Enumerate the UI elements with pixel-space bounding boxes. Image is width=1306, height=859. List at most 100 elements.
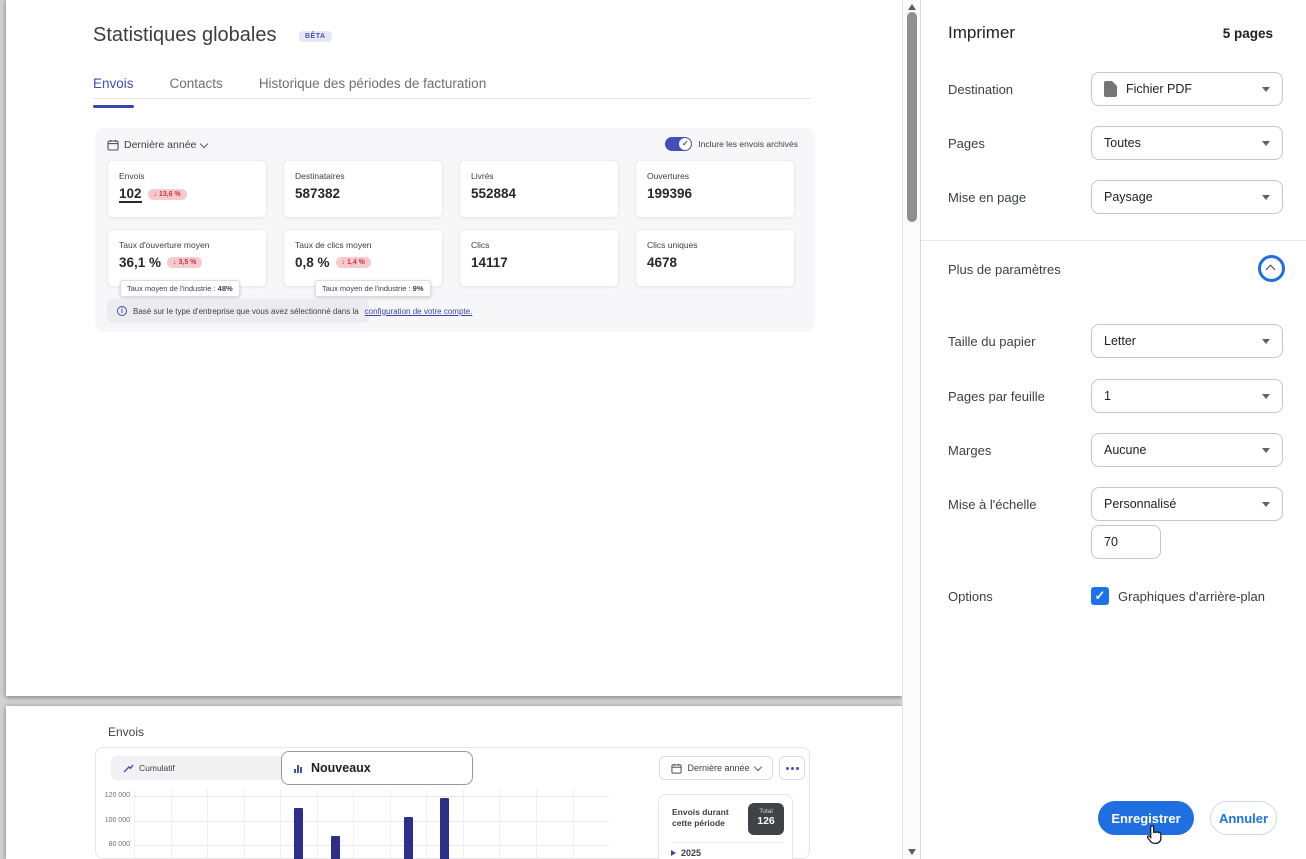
stat-label: Envois — [119, 171, 145, 181]
period-selector-label: Dernière année — [124, 139, 197, 151]
margins-label: Marges — [948, 443, 992, 458]
stat-value: 0,8 % — [295, 255, 330, 270]
pdf-file-icon — [1104, 81, 1117, 97]
gridline — [389, 789, 391, 859]
chart-bar[interactable] — [293, 808, 303, 859]
scale-value-input[interactable] — [1091, 525, 1161, 559]
layout-label: Mise en page — [948, 190, 1027, 205]
year-group-2025[interactable]: 2025 — [671, 848, 701, 858]
tab-envois[interactable]: Envois — [93, 76, 134, 108]
preview-page-2: Envois Nouveaux Cumulatif Dernière année — [6, 706, 902, 859]
mouse-cursor-icon — [1146, 825, 1162, 844]
stat-value: 199396 — [647, 186, 693, 201]
account-config-link[interactable]: configuration de votre compte. — [364, 306, 473, 316]
stat-label: Taux d'ouverture moyen — [119, 240, 210, 250]
line-chart-icon — [123, 764, 134, 772]
save-button[interactable]: Enregistrer — [1098, 801, 1194, 835]
dropdown-caret-icon — [1262, 393, 1270, 399]
stat-card-destinataires: Destinataires 587382 — [283, 160, 443, 218]
gridline — [499, 789, 501, 859]
margins-select[interactable]: Aucune — [1091, 433, 1283, 467]
chart-bar[interactable] — [440, 798, 450, 859]
y-tick-label: 120 000 — [104, 792, 130, 799]
industry-tooltip-ouverture: Taux moyen de l'industrie : 48% — [120, 280, 240, 297]
scale-label: Mise à l'échelle — [948, 497, 1037, 512]
stat-card-taux-clics: Taux de clics moyen 0,8 % ↓ 1,4 % — [283, 229, 443, 287]
scrollbar-thumb[interactable] — [907, 12, 917, 222]
summary-title: Envois durant cette période — [672, 807, 729, 829]
pages-per-sheet-select[interactable]: 1 — [1091, 379, 1283, 413]
info-icon: i — [117, 306, 127, 316]
layout-select[interactable]: Paysage — [1091, 180, 1283, 214]
gridline — [316, 789, 318, 859]
collapse-settings-button[interactable] — [1258, 255, 1285, 282]
delta-badge: ↓ 13,6 % — [147, 189, 187, 200]
period-selector[interactable]: Dernière année — [107, 136, 209, 154]
destination-label: Destination — [948, 82, 1014, 97]
stat-label: Clics — [471, 240, 490, 250]
total-badge: Total 126 — [748, 803, 784, 835]
archived-toggle[interactable]: ✓ — [665, 137, 693, 151]
pages-count: 5 pages — [1222, 25, 1273, 41]
more-options-button[interactable] — [779, 756, 805, 780]
chart-view-toggle: Nouveaux Cumulatif — [111, 751, 473, 785]
note-text: Basé sur le type d'entreprise que vous a… — [133, 306, 359, 316]
preview-page-1: Statistiques globales BÊTA Envois Contac… — [6, 0, 902, 696]
stat-label: Destinataires — [295, 171, 345, 181]
calendar-icon — [671, 763, 683, 774]
account-config-note: i Basé sur le type d'entreprise que vous… — [107, 299, 472, 323]
preview-scrollbar[interactable] — [902, 0, 920, 859]
chart-bar[interactable] — [403, 816, 413, 859]
background-graphics-checkbox[interactable]: ✓ — [1091, 587, 1109, 605]
scroll-down-arrow-icon[interactable] — [908, 849, 916, 855]
stats-panel: Dernière année ✓ Inclure les envois arch… — [95, 128, 815, 332]
options-label: Options — [948, 589, 993, 604]
archived-toggle-row: ✓ Inclure les envois archivés — [665, 137, 798, 151]
scroll-up-arrow-icon[interactable] — [908, 4, 916, 10]
tab-historique[interactable]: Historique des périodes de facturation — [258, 76, 487, 91]
tab-bar: Envois Contacts Historique des périodes … — [93, 76, 811, 108]
bar-chart-icon — [294, 764, 302, 773]
chart-period-selector[interactable]: Dernière année — [659, 756, 773, 780]
chevron-down-icon — [753, 762, 762, 771]
background-graphics-label: Graphiques d'arrière-plan — [1118, 589, 1266, 604]
tab-contacts[interactable]: Contacts — [169, 76, 223, 91]
gridline — [353, 789, 355, 859]
chevron-up-icon — [1265, 264, 1276, 275]
destination-select[interactable]: Fichier PDF — [1091, 72, 1283, 106]
chart-bar[interactable] — [330, 836, 340, 859]
print-preview-area: Statistiques globales BÊTA Envois Contac… — [6, 0, 902, 859]
cancel-button[interactable]: Annuler — [1210, 801, 1277, 835]
scale-select[interactable]: Personnalisé — [1091, 487, 1283, 521]
panel-header: Imprimer 5 pages — [948, 23, 1273, 43]
triangle-right-icon — [671, 850, 676, 856]
y-tick-label: 100 000 — [104, 816, 130, 824]
period-selector-label: Dernière année — [687, 763, 750, 773]
stat-card-ouvertures: Ouvertures 199396 — [635, 160, 795, 218]
stat-value[interactable]: 102 — [119, 186, 142, 203]
dialog-title: Imprimer — [948, 23, 1016, 42]
paper-size-select[interactable]: Letter — [1091, 324, 1283, 358]
gridline — [426, 789, 428, 859]
dropdown-caret-icon — [1262, 86, 1270, 92]
view-toggle-nouveaux[interactable]: Nouveaux — [281, 751, 473, 785]
delta-badge: ↓ 1,4 % — [335, 257, 371, 268]
stat-value: 14117 — [471, 255, 508, 270]
pages-select[interactable]: Toutes — [1091, 126, 1283, 160]
gridline — [280, 789, 282, 859]
gridline — [535, 789, 537, 859]
stat-card-envois: Envois 102 ↓ 13,6 % — [107, 160, 267, 218]
dropdown-caret-icon — [1262, 194, 1270, 200]
dropdown-caret-icon — [1262, 501, 1270, 507]
pages-label: Pages — [948, 136, 985, 151]
stat-card-clics-uniques: Clics uniques 4678 — [635, 229, 795, 287]
gridline — [572, 789, 574, 859]
toggle-check-icon: ✓ — [679, 138, 692, 150]
dropdown-caret-icon — [1262, 447, 1270, 453]
chevron-down-icon — [200, 139, 209, 148]
divider — [921, 240, 1306, 241]
gridline — [134, 820, 609, 822]
gridline — [134, 845, 609, 846]
period-summary-card: Envois durant cette période Total 126 20… — [658, 794, 793, 859]
view-toggle-cumulatif[interactable]: Cumulatif — [114, 760, 184, 776]
